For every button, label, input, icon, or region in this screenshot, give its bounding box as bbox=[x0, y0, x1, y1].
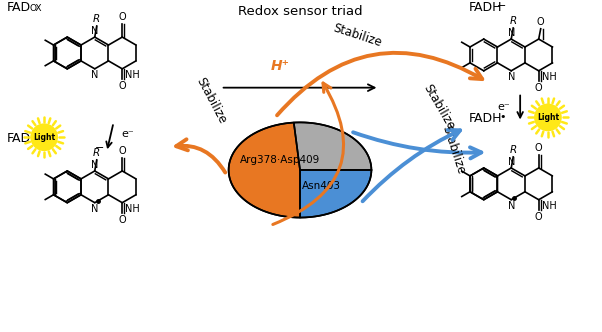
Text: R: R bbox=[93, 14, 101, 24]
Text: OX: OX bbox=[29, 4, 42, 13]
Text: O: O bbox=[535, 143, 542, 153]
Circle shape bbox=[30, 124, 58, 151]
Text: Redox sensor triad: Redox sensor triad bbox=[238, 5, 362, 18]
Text: N: N bbox=[91, 26, 99, 36]
Text: O: O bbox=[119, 81, 126, 91]
Text: Stabilize: Stabilize bbox=[439, 124, 468, 176]
Text: O: O bbox=[119, 215, 126, 225]
Text: FAD: FAD bbox=[7, 132, 31, 145]
Text: R: R bbox=[509, 16, 517, 26]
Text: −: − bbox=[95, 143, 104, 153]
Text: NH: NH bbox=[542, 72, 557, 82]
Text: O: O bbox=[119, 146, 126, 156]
Text: O: O bbox=[535, 83, 542, 93]
Text: Stabilize: Stabilize bbox=[193, 75, 228, 126]
Text: N: N bbox=[91, 204, 99, 214]
Text: Asn403: Asn403 bbox=[302, 181, 341, 191]
Text: R: R bbox=[93, 148, 101, 158]
Polygon shape bbox=[229, 123, 300, 217]
Text: O: O bbox=[537, 17, 544, 27]
Text: Stabilize: Stabilize bbox=[421, 82, 457, 132]
Text: FADH: FADH bbox=[468, 113, 502, 125]
Polygon shape bbox=[300, 170, 371, 217]
Text: R: R bbox=[509, 145, 517, 155]
Text: e⁻: e⁻ bbox=[122, 129, 134, 139]
Text: O: O bbox=[119, 12, 126, 23]
Text: −: − bbox=[497, 1, 507, 11]
Text: •−: •− bbox=[29, 134, 43, 144]
Text: N: N bbox=[507, 72, 515, 82]
Text: Stabilize: Stabilize bbox=[332, 21, 383, 49]
Text: FADH: FADH bbox=[468, 1, 502, 14]
Polygon shape bbox=[294, 123, 371, 170]
Text: N: N bbox=[507, 28, 515, 38]
Text: e⁻: e⁻ bbox=[497, 102, 510, 112]
Text: Light: Light bbox=[537, 113, 559, 122]
Text: H⁺: H⁺ bbox=[271, 59, 290, 73]
Text: Arg378·Asp409: Arg378·Asp409 bbox=[240, 155, 320, 165]
Circle shape bbox=[534, 104, 562, 131]
Text: N: N bbox=[91, 70, 99, 80]
Text: FAD: FAD bbox=[7, 1, 31, 14]
Text: NH: NH bbox=[125, 204, 140, 214]
Text: N: N bbox=[91, 160, 99, 170]
Text: O: O bbox=[535, 212, 542, 222]
Text: N: N bbox=[507, 157, 515, 167]
Text: •: • bbox=[499, 113, 506, 123]
Text: NH: NH bbox=[125, 70, 140, 80]
Text: N: N bbox=[507, 201, 515, 211]
Text: Light: Light bbox=[33, 133, 55, 142]
Text: NH: NH bbox=[542, 201, 557, 211]
